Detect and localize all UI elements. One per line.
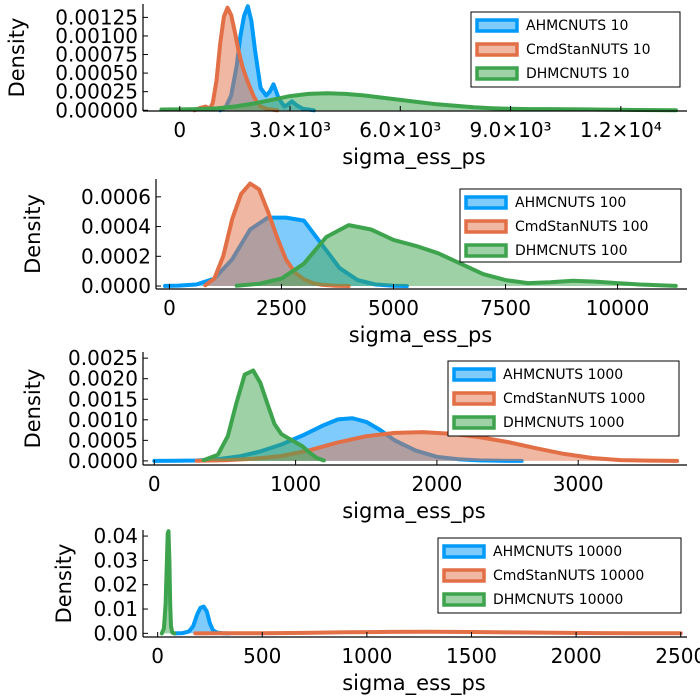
x-tick-label: 9.0×10³ (470, 118, 552, 142)
density-panel-2: 0 2500 5000 7500 10000 0.0000 0.0002 0.0004 0.00… (21, 179, 687, 348)
density-area-ahmcnuts (174, 606, 229, 634)
x-axis-label: sigma_ess_ps (349, 323, 493, 348)
x-tick-label: 2500 (256, 296, 307, 320)
y-tick-label: 0.0000 (81, 274, 151, 298)
y-tick-label: 0.0000 (68, 449, 138, 473)
legend-label: DHMCNUTS 1000 (503, 415, 624, 431)
y-tick-label: 0.0006 (81, 185, 151, 209)
legend-swatch-cmdstannuts (452, 391, 496, 406)
series-group (163, 181, 678, 288)
legend-label: AHMCNUTS 10000 (493, 544, 622, 560)
density-line-dhmcnuts (234, 223, 678, 288)
legend-label: AHMCNUTS 100 (515, 195, 626, 211)
y-axis-label: Density (52, 544, 76, 624)
x-tick-label: 2000 (411, 472, 462, 496)
y-tick-label: 0.0025 (68, 346, 138, 370)
legend-label: AHMCNUTS 10 (526, 18, 628, 34)
density-panel-1: 0 3.0×10³ 6.0×10³ 9.0×10³ 1.2×10⁴0.000000.00… (5, 4, 687, 170)
x-tick-label: 1.2×10⁴ (580, 118, 662, 142)
y-tick-label: 0.01 (93, 597, 138, 621)
legend-swatch-cmdstannuts (475, 42, 519, 57)
x-tick-label: 1000 (341, 644, 392, 668)
x-axis-label: sigma_ess_ps (342, 671, 486, 696)
y-axis-label: Density (5, 18, 29, 98)
legend-swatch-dhmcnuts (442, 592, 486, 607)
density-panel-3: 0 1000 2000 30000.00000.00050.00100.00150.0… (21, 346, 687, 524)
x-tick-label: 1000 (270, 472, 321, 496)
y-axis-label: Density (21, 194, 45, 274)
x-tick-label: 0 (163, 296, 176, 320)
legend-label: CmdStanNUTS 10 (526, 42, 651, 58)
y-tick-label: 0.0010 (68, 408, 138, 432)
legend: AHMCNUTS 10 CmdStanNUTS 10 DHMCNUTS 10 (470, 11, 681, 88)
x-tick-label: 500 (243, 644, 281, 668)
x-tick-label: 3000 (553, 472, 604, 496)
x-tick-label: 2000 (551, 644, 602, 668)
legend: AHMCNUTS 10000 CmdStanNUTS 10000 DHMCNUTS … (437, 537, 682, 614)
y-tick-label: 0.03 (93, 548, 138, 572)
density-area-cmdstannuts (194, 7, 278, 111)
x-tick-label: 0 (148, 472, 161, 496)
density-area-cmdstannuts (205, 183, 349, 286)
legend-label: AHMCNUTS 1000 (503, 367, 623, 383)
y-tick-label: 0.04 (93, 524, 138, 548)
x-axis-label: sigma_ess_ps (342, 499, 486, 524)
legend-label: DHMCNUTS 10 (526, 66, 630, 82)
legend-swatch-cmdstannuts (442, 568, 486, 583)
legend: AHMCNUTS 1000 CmdStanNUTS 1000 DHMCNUTS 10… (447, 360, 680, 437)
y-tick-label: 0.00025 (55, 80, 138, 104)
legend-swatch-cmdstannuts (464, 219, 508, 234)
legend-swatch-ahmcnuts (464, 195, 508, 210)
density-line-cmdstannuts (193, 629, 683, 636)
legend-swatch-ahmcnuts (452, 367, 496, 382)
y-tick-label: 0.02 (93, 573, 138, 597)
legend: AHMCNUTS 100 CmdStanNUTS 100 DHMCNUTS 100 (459, 188, 682, 263)
legend-swatch-dhmcnuts (475, 66, 519, 81)
density-line-dhmcnuts (201, 368, 326, 463)
x-axis-label: sigma_ess_ps (342, 145, 486, 170)
legend-swatch-dhmcnuts (452, 415, 496, 430)
y-tick-label: 0.0002 (81, 244, 151, 268)
x-tick-label: 3.0×10³ (249, 118, 331, 142)
legend-label: CmdStanNUTS 1000 (503, 391, 645, 407)
density-panel-4: 0 500 1000 1500 2000 2500 0.000.010.020.030.04… (52, 524, 700, 696)
y-tick-label: 0.00050 (55, 61, 138, 85)
x-tick-label: 6.0×10³ (359, 118, 441, 142)
y-tick-label: 0.00 (93, 621, 138, 645)
y-tick-label: 0.00000 (55, 98, 138, 122)
legend-swatch-dhmcnuts (464, 243, 508, 258)
y-tick-label: 0.0005 (68, 428, 138, 452)
series-group (152, 368, 680, 463)
x-tick-label: 7500 (480, 296, 531, 320)
legend-label: CmdStanNUTS 100 (515, 219, 648, 235)
y-tick-label: 0.0020 (68, 367, 138, 391)
y-tick-label: 0.0015 (68, 387, 138, 411)
density-area-ahmcnuts (154, 418, 522, 461)
y-tick-label: 0.00075 (55, 43, 138, 67)
legend-label: CmdStanNUTS 10000 (493, 568, 644, 584)
x-tick-label: 10000 (586, 296, 650, 320)
legend-swatch-ahmcnuts (442, 544, 486, 559)
density-area-dhmcnuts (203, 370, 324, 461)
x-tick-label: 2500 (655, 644, 700, 668)
x-tick-label: 0 (151, 644, 164, 668)
legend-swatch-ahmcnuts (475, 18, 519, 33)
x-tick-label: 5000 (368, 296, 419, 320)
y-tick-label: 0.00100 (55, 24, 138, 48)
x-tick-label: 0 (173, 118, 186, 142)
x-tick-label: 1500 (446, 644, 497, 668)
y-tick-label: 0.00125 (55, 5, 138, 29)
density-area-dhmcnuts (236, 225, 676, 286)
y-axis-label: Density (21, 369, 45, 449)
legend-label: DHMCNUTS 10000 (493, 592, 623, 608)
density-line-dhmcnuts (159, 91, 678, 113)
legend-label: DHMCNUTS 100 (515, 243, 628, 259)
density-line-dhmcnuts (159, 529, 177, 636)
y-tick-label: 0.0004 (81, 215, 151, 239)
